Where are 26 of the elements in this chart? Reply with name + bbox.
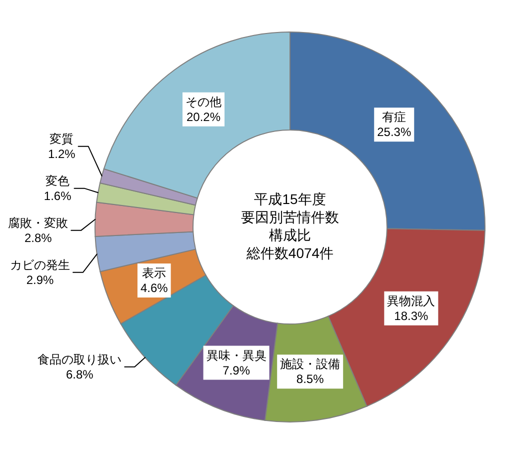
- slice-label: 食品の取り扱い: [38, 352, 122, 366]
- slice-label: その他: [186, 94, 222, 109]
- data-label: 8.5%: [296, 372, 324, 386]
- data-label: 18.3%: [394, 308, 429, 323]
- slice-label: 施設・設備: [280, 357, 340, 372]
- slice-label: 表示: [142, 266, 166, 280]
- data-label: 2.8%: [24, 230, 52, 245]
- text: 平成15年度: [254, 191, 326, 207]
- data-label: 6.8%: [66, 367, 94, 382]
- data-label: 7.9%: [222, 363, 250, 378]
- data-label: 20.2%: [186, 110, 221, 124]
- data-label: 1.2%: [48, 146, 76, 161]
- slice-label: 腐敗・変敗: [8, 216, 68, 230]
- data-label: 4.6%: [140, 280, 168, 295]
- slice-label: 異味・異臭: [206, 348, 266, 362]
- slice-label: 有症: [382, 110, 406, 124]
- slice-label: 変質: [50, 132, 74, 146]
- text: 総件数4074件: [245, 245, 334, 261]
- slice-label: 異物混入: [387, 294, 436, 308]
- text: 構成比: [269, 227, 311, 243]
- data-label: 25.3%: [377, 125, 412, 140]
- slice-label: 変色: [46, 174, 70, 188]
- data-label: 1.6%: [44, 188, 72, 203]
- data-label: 2.9%: [26, 272, 54, 287]
- slice-label: カビの発生: [10, 258, 70, 272]
- text: 要因別苦情件数: [241, 209, 339, 225]
